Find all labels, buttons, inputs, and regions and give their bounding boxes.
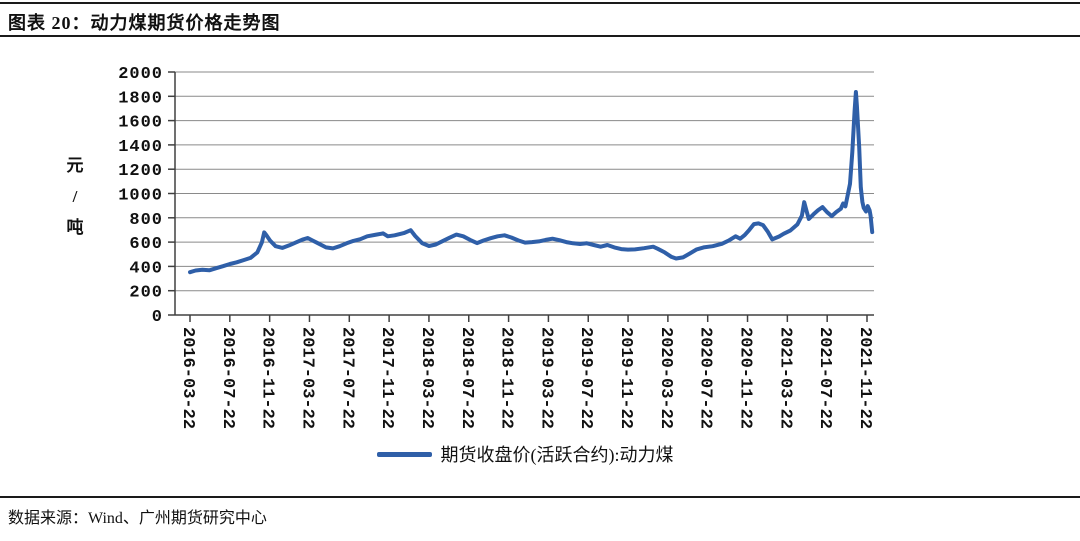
x-tick-label: 2017-11-22: [377, 327, 396, 429]
figure-title: 图表 20：动力煤期货价格走势图: [8, 13, 281, 33]
y-tick-label: 200: [129, 284, 163, 303]
x-tick-label: 2016-11-22: [258, 327, 277, 429]
y-tick-label: 1800: [118, 89, 163, 108]
top-border-rule: [0, 2, 1080, 4]
y-tick-label: 2000: [118, 65, 163, 84]
legend-line-swatch: [376, 451, 432, 457]
y-axis-unit-char: 元: [66, 156, 84, 175]
y-axis-unit-char: 吨: [66, 218, 84, 237]
y-axis-unit-label: 元 / 吨: [60, 150, 90, 243]
x-tick-label: 2019-03-22: [536, 327, 555, 429]
y-tick-label: 1000: [118, 187, 163, 206]
x-tick-label: 2020-11-22: [736, 327, 755, 429]
x-tick-label: 2016-03-22: [178, 327, 197, 429]
x-tick-label: 2020-03-22: [656, 327, 675, 429]
x-tick-label: 2017-07-22: [337, 327, 356, 429]
x-tick-label: 2019-07-22: [576, 327, 595, 429]
y-tick-label: 1200: [118, 162, 163, 181]
x-tick-label: 2017-03-22: [297, 327, 316, 429]
y-tick-label: 600: [129, 235, 163, 254]
price-line-series: [188, 90, 875, 275]
y-tick-label: 1400: [118, 138, 163, 157]
y-tick-label: 800: [129, 211, 163, 230]
price-chart: 0 200 400 600 800 1000 1200 1400 1600 1800 2000 201…: [118, 65, 875, 429]
x-tick-label: 2021-07-22: [815, 327, 834, 429]
x-tick-label: 2018-11-22: [497, 327, 516, 429]
x-tick-label: 2018-07-22: [457, 327, 476, 429]
x-tick-label: 2021-11-22: [855, 327, 874, 429]
y-tick-label: 0: [152, 308, 163, 327]
title-underline-rule: [0, 35, 1080, 37]
y-tick-label: 400: [129, 259, 163, 278]
x-tick-label: 2019-11-22: [616, 327, 635, 429]
data-source-note: 数据来源：Wind、广州期货研究中心: [8, 510, 267, 527]
y-tick-label: 1600: [118, 114, 163, 133]
x-tick-label: 2021-03-22: [775, 327, 794, 429]
x-tick-label: 2020-07-22: [696, 327, 715, 429]
x-tick-label: 2016-07-22: [218, 327, 237, 429]
y-axis-unit-char: /: [72, 187, 78, 206]
x-tick-label: 2018-03-22: [417, 327, 436, 429]
legend: 期货收盘价(活跃合约):动力煤: [175, 441, 875, 467]
bottom-border-rule: [0, 496, 1080, 498]
legend-series-label: 期货收盘价(活跃合约):动力煤: [440, 445, 674, 465]
